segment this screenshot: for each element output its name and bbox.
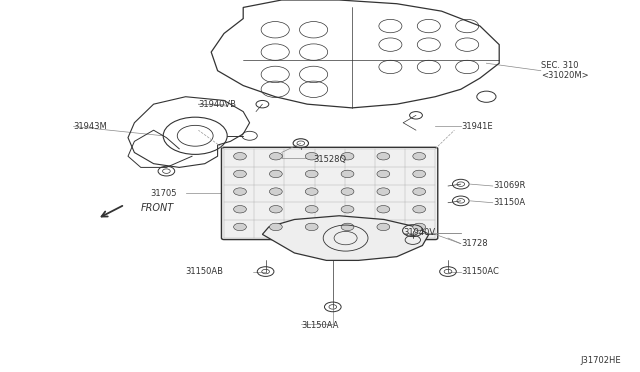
Circle shape — [234, 170, 246, 177]
Circle shape — [269, 153, 282, 160]
Circle shape — [269, 188, 282, 195]
Text: 3L150AA: 3L150AA — [301, 321, 339, 330]
Circle shape — [413, 205, 426, 213]
Circle shape — [341, 188, 354, 195]
Circle shape — [269, 223, 282, 231]
Text: 31069R: 31069R — [493, 182, 525, 190]
Text: 31705: 31705 — [150, 189, 177, 198]
Circle shape — [269, 170, 282, 177]
Polygon shape — [262, 216, 429, 260]
Circle shape — [341, 153, 354, 160]
Circle shape — [377, 170, 390, 177]
Circle shape — [234, 188, 246, 195]
Text: 31150AC: 31150AC — [461, 267, 499, 276]
Circle shape — [234, 205, 246, 213]
Text: 31528Q: 31528Q — [314, 155, 347, 164]
Text: SEC. 310
<31020M>: SEC. 310 <31020M> — [541, 61, 588, 80]
Circle shape — [269, 205, 282, 213]
Text: J31702HE: J31702HE — [580, 356, 621, 365]
Circle shape — [234, 153, 246, 160]
Circle shape — [413, 170, 426, 177]
Circle shape — [377, 153, 390, 160]
Text: 31940V: 31940V — [403, 228, 435, 237]
Circle shape — [377, 205, 390, 213]
Circle shape — [341, 223, 354, 231]
Circle shape — [305, 223, 318, 231]
Circle shape — [377, 223, 390, 231]
Circle shape — [305, 188, 318, 195]
Text: FRONT: FRONT — [141, 203, 174, 213]
Circle shape — [413, 153, 426, 160]
Circle shape — [377, 188, 390, 195]
Circle shape — [413, 188, 426, 195]
Text: 31941E: 31941E — [461, 122, 492, 131]
Circle shape — [413, 223, 426, 231]
FancyBboxPatch shape — [221, 147, 438, 240]
Circle shape — [341, 170, 354, 177]
Text: 31150A: 31150A — [493, 198, 525, 207]
Circle shape — [341, 205, 354, 213]
Text: 31728: 31728 — [461, 239, 488, 248]
Text: 31943M: 31943M — [74, 122, 108, 131]
Circle shape — [305, 205, 318, 213]
Circle shape — [305, 153, 318, 160]
Circle shape — [234, 223, 246, 231]
Text: 31940VB: 31940VB — [198, 100, 236, 109]
Circle shape — [305, 170, 318, 177]
Text: 31150AB: 31150AB — [186, 267, 223, 276]
